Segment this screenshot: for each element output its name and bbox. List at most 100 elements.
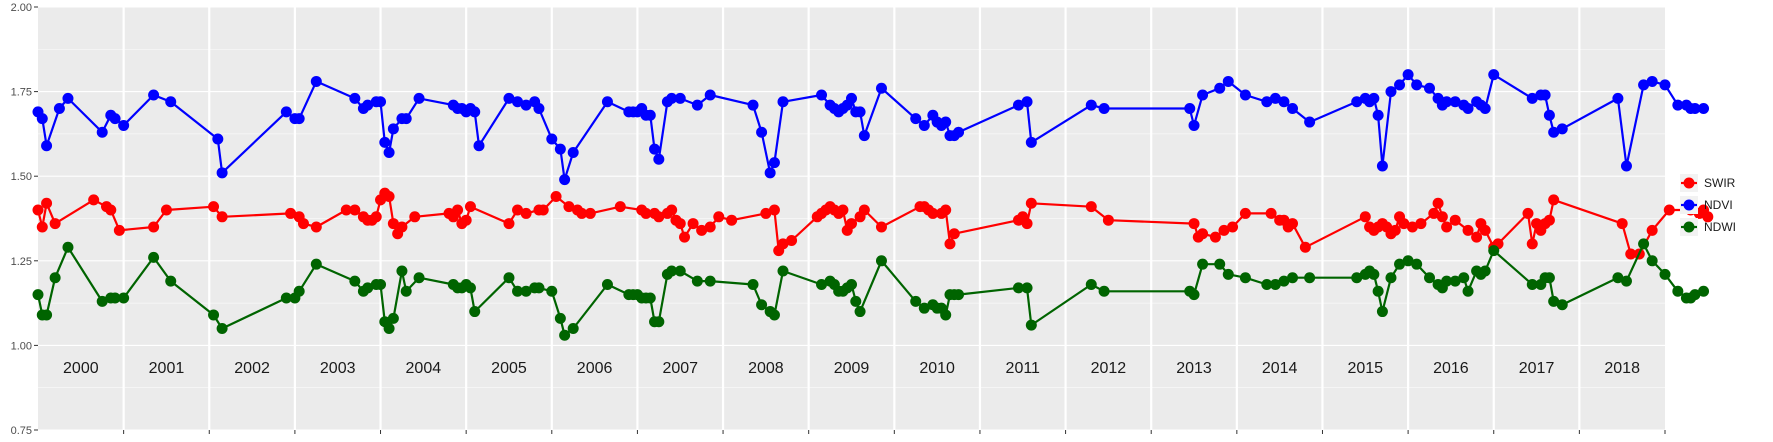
legend-key-marker bbox=[1683, 177, 1695, 189]
data-point-ndwi bbox=[875, 255, 887, 267]
data-point-swir bbox=[460, 214, 472, 226]
data-point-swir bbox=[370, 211, 382, 223]
data-point-ndwi bbox=[1646, 255, 1658, 267]
year-label: 2014 bbox=[1262, 360, 1298, 377]
data-point-swir bbox=[452, 204, 464, 216]
data-point-swir bbox=[49, 218, 61, 230]
data-point-ndvi bbox=[601, 96, 613, 108]
data-point-ndwi bbox=[464, 282, 476, 294]
data-point-swir bbox=[713, 211, 725, 223]
data-point-swir bbox=[640, 207, 652, 219]
data-point-ndwi bbox=[940, 309, 952, 321]
data-point-swir bbox=[512, 204, 524, 216]
data-point-ndwi bbox=[1239, 272, 1251, 284]
data-point-swir bbox=[383, 191, 395, 203]
data-point-ndwi bbox=[1222, 268, 1234, 280]
data-point-ndwi bbox=[62, 241, 74, 253]
year-label: 2013 bbox=[1176, 360, 1212, 377]
data-point-swir bbox=[1287, 218, 1299, 230]
data-point-ndvi bbox=[148, 89, 160, 101]
data-point-swir bbox=[396, 221, 408, 233]
data-point-ndvi bbox=[212, 133, 224, 145]
data-point-swir bbox=[948, 228, 960, 240]
data-point-swir bbox=[520, 207, 532, 219]
data-point-swir bbox=[1428, 207, 1440, 219]
data-point-swir bbox=[409, 211, 421, 223]
data-point-swir bbox=[1625, 248, 1637, 260]
year-label: 2004 bbox=[406, 360, 442, 377]
data-point-swir bbox=[837, 204, 849, 216]
data-point-ndvi bbox=[567, 147, 579, 159]
data-point-ndvi bbox=[1385, 86, 1397, 98]
year-label: 2003 bbox=[320, 360, 356, 377]
data-point-swir bbox=[584, 207, 596, 219]
data-point-swir bbox=[1239, 207, 1251, 219]
data-point-swir bbox=[1441, 221, 1453, 233]
data-point-ndwi bbox=[520, 285, 532, 297]
data-point-ndwi bbox=[1479, 265, 1491, 277]
data-point-swir bbox=[310, 221, 322, 233]
data-point-swir bbox=[1102, 214, 1114, 226]
data-point-ndvi bbox=[1659, 79, 1671, 91]
data-point-ndwi bbox=[854, 306, 866, 318]
data-point-ndwi bbox=[1261, 278, 1273, 290]
data-point-ndwi bbox=[1441, 275, 1453, 287]
data-point-ndvi bbox=[293, 113, 305, 125]
data-point-ndwi bbox=[644, 292, 656, 304]
data-point-ndvi bbox=[644, 109, 656, 121]
data-point-swir bbox=[1526, 238, 1538, 250]
data-point-ndvi bbox=[1539, 89, 1551, 101]
data-point-swir bbox=[36, 221, 48, 233]
data-point-ndwi bbox=[109, 292, 121, 304]
data-point-ndvi bbox=[36, 113, 48, 125]
data-point-ndvi bbox=[375, 96, 387, 108]
data-point-ndvi bbox=[1222, 75, 1234, 87]
year-label: 2002 bbox=[234, 360, 270, 377]
data-point-ndvi bbox=[520, 99, 532, 111]
data-point-swir bbox=[1543, 214, 1555, 226]
data-point-ndvi bbox=[469, 106, 481, 118]
data-point-ndvi bbox=[280, 106, 292, 118]
data-point-ndvi bbox=[816, 89, 828, 101]
data-point-swir bbox=[563, 201, 575, 213]
data-point-swir bbox=[285, 207, 297, 219]
data-point-ndvi bbox=[777, 96, 789, 108]
data-point-ndwi bbox=[1269, 278, 1281, 290]
data-point-ndvi bbox=[1278, 96, 1290, 108]
data-point-ndvi bbox=[704, 89, 716, 101]
data-point-ndvi bbox=[1368, 92, 1380, 104]
y-tick-label: 2.00 bbox=[11, 2, 32, 14]
data-point-ndvi bbox=[846, 92, 857, 104]
data-point-ndvi bbox=[768, 157, 780, 169]
y-tick-label: 1.75 bbox=[11, 87, 32, 99]
data-point-ndvi bbox=[1351, 96, 1363, 108]
data-point-ndwi bbox=[293, 285, 305, 297]
data-point-ndvi bbox=[649, 143, 661, 155]
data-point-swir bbox=[1188, 218, 1200, 230]
data-point-ndvi bbox=[387, 123, 399, 135]
data-point-ndwi bbox=[1376, 306, 1388, 318]
data-point-swir bbox=[349, 204, 361, 216]
data-point-ndvi bbox=[53, 103, 65, 115]
data-point-ndvi bbox=[1239, 89, 1251, 101]
data-point-ndwi bbox=[1698, 285, 1710, 297]
data-point-ndwi bbox=[1488, 245, 1500, 257]
data-point-ndvi bbox=[62, 92, 74, 104]
data-point-ndvi bbox=[756, 126, 768, 138]
data-point-ndvi bbox=[1620, 160, 1632, 172]
data-point-ndvi bbox=[854, 106, 866, 118]
data-point-swir bbox=[858, 204, 870, 216]
data-point-ndvi bbox=[1612, 92, 1624, 104]
data-point-swir bbox=[687, 218, 699, 230]
data-point-ndwi bbox=[1620, 275, 1632, 287]
data-point-ndwi bbox=[1025, 319, 1037, 331]
data-point-ndwi bbox=[1021, 282, 1033, 294]
data-point-ndvi bbox=[310, 75, 322, 87]
data-point-ndvi bbox=[559, 174, 571, 186]
data-point-ndwi bbox=[1548, 295, 1560, 307]
legend-key-marker bbox=[1683, 221, 1695, 233]
data-point-ndwi bbox=[1556, 299, 1568, 311]
data-point-swir bbox=[1432, 197, 1444, 209]
year-label: 2001 bbox=[149, 360, 185, 377]
